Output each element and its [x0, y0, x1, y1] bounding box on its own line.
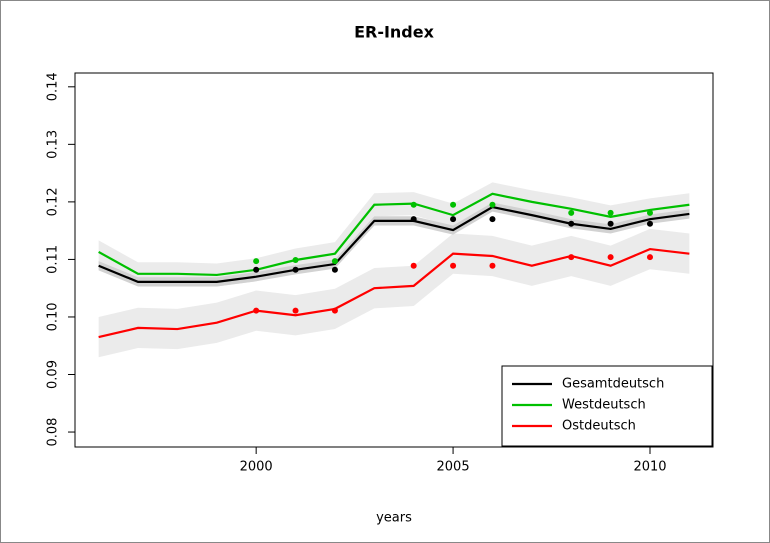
data-point: [292, 257, 299, 263]
data-point: [646, 209, 653, 216]
x-tick-label: 2010: [633, 460, 666, 475]
legend-label: Ostdeutsch: [562, 419, 636, 434]
data-point: [568, 220, 575, 227]
data-point: [410, 216, 417, 223]
data-point: [253, 258, 260, 265]
data-point: [607, 254, 614, 261]
data-point: [489, 201, 496, 208]
data-point: [489, 216, 496, 223]
series-line: [98, 247, 690, 339]
confidence-band: [98, 182, 690, 287]
series-line: [98, 192, 690, 277]
x-tick-label: 2005: [437, 460, 470, 475]
series-line: [98, 205, 690, 283]
data-point: [450, 201, 457, 208]
chart-title: ER-Index: [354, 23, 435, 42]
data-point: [646, 220, 653, 227]
x-axis-label: years: [376, 511, 412, 526]
x-tick-label: 2000: [240, 460, 273, 475]
data-point: [253, 307, 260, 314]
data-point: [331, 307, 338, 314]
data-point: [331, 266, 338, 273]
data-point: [568, 254, 575, 261]
data-point: [568, 209, 575, 216]
y-tick-label: 0.14: [46, 72, 61, 101]
legend-label: Gesamtdeutsch: [562, 377, 664, 392]
data-point: [607, 220, 614, 227]
y-tick-label: 0.13: [46, 130, 61, 159]
data-point: [450, 216, 457, 223]
data-point: [410, 201, 417, 208]
data-point: [292, 307, 299, 314]
legend-label: Westdeutsch: [562, 398, 646, 413]
data-point: [253, 266, 260, 273]
data-point: [607, 209, 614, 216]
data-point: [331, 258, 338, 265]
data-point: [646, 254, 653, 261]
y-tick-label: 0.10: [46, 302, 61, 331]
plot-frame: [74, 72, 714, 448]
data-point: [292, 266, 299, 273]
data-point: [410, 262, 417, 269]
confidence-band: [98, 202, 690, 287]
data-point: [450, 262, 457, 269]
y-tick-label: 0.08: [46, 418, 61, 447]
data-point: [489, 262, 496, 269]
confidence-band: [98, 228, 690, 358]
y-tick-label: 0.09: [46, 360, 61, 389]
y-tick-label: 0.11: [46, 245, 61, 274]
y-tick-label: 0.12: [46, 187, 61, 216]
